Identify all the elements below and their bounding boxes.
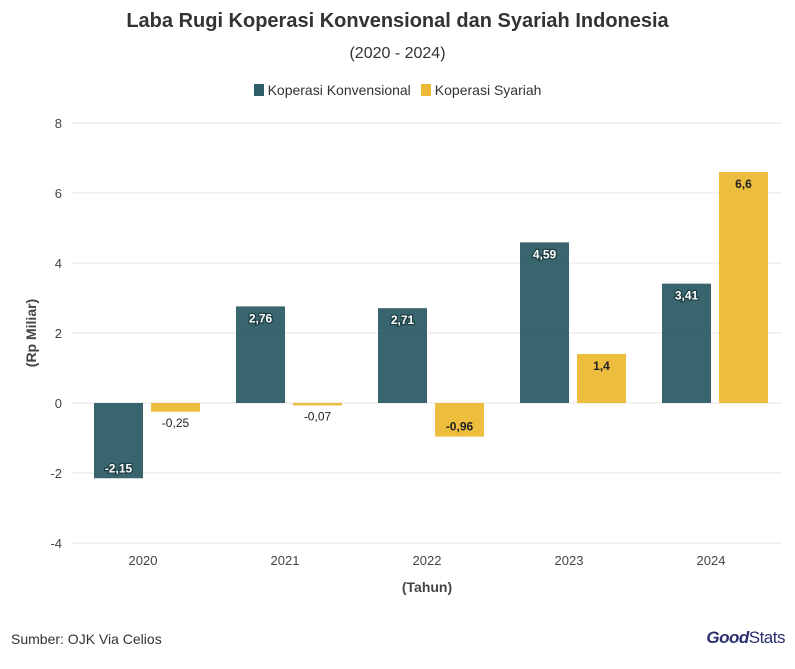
data-label: -0,96	[446, 420, 474, 434]
bar-syariah	[151, 403, 200, 412]
data-label: 3,41	[675, 289, 699, 303]
y-tick-label: 4	[55, 256, 62, 271]
bar-konvensional	[662, 283, 711, 403]
legend-item-konvensional[interactable]: Koperasi Konvensional	[253, 82, 411, 98]
y-tick-label: 0	[55, 396, 62, 411]
data-label: 4,59	[533, 247, 557, 261]
chart-subtitle: (2020 - 2024)	[349, 45, 446, 62]
brand-good: Good	[706, 628, 749, 647]
source-note: Sumber: OJK Via Celios	[11, 631, 162, 647]
legend-swatch-konvensional	[253, 84, 264, 96]
data-label: 2,71	[391, 313, 415, 327]
brand-stats: Stats	[748, 628, 786, 647]
y-tick-label: -2	[50, 466, 62, 481]
goodstats-logo: GoodStats	[706, 628, 785, 648]
x-tick-label: 2023	[555, 553, 584, 568]
data-label: -0,25	[162, 416, 190, 430]
x-axis-title: (Tahun)	[402, 579, 452, 595]
y-tick-label: -4	[50, 536, 62, 551]
legend-item-syariah[interactable]: Koperasi Syariah	[420, 82, 542, 98]
chart-title: Laba Rugi Koperasi Konvensional dan Syar…	[126, 10, 669, 32]
bar-syariah	[293, 403, 342, 406]
data-label: 1,4	[593, 359, 610, 373]
data-label: 2,76	[249, 311, 273, 325]
bar-syariah	[719, 172, 768, 403]
x-tick-label: 2022	[413, 553, 442, 568]
legend-label-konvensional: Koperasi Konvensional	[267, 82, 411, 98]
bar-syariah	[435, 403, 484, 437]
x-tick-label: 2024	[697, 553, 726, 568]
bar-syariah	[577, 354, 626, 403]
data-label: -2,15	[105, 461, 133, 475]
y-tick-label: 8	[55, 116, 62, 131]
x-tick-label: 2021	[271, 553, 300, 568]
chart-legend: Koperasi Konvensional Koperasi Syariah	[0, 82, 795, 98]
bar-konvensional	[520, 242, 569, 403]
y-tick-label: 2	[55, 326, 62, 341]
y-axis-title: (Rp Miliar)	[23, 299, 39, 367]
bar-konvensional	[378, 308, 427, 403]
bar-konvensional	[94, 403, 143, 479]
data-label: 6,6	[735, 177, 752, 191]
x-tick-label: 2020	[129, 553, 158, 568]
bar-konvensional	[236, 306, 285, 403]
y-tick-label: 6	[55, 186, 62, 201]
legend-label-syariah: Koperasi Syariah	[434, 82, 542, 98]
legend-swatch-syariah	[420, 84, 431, 96]
data-label: -0,07	[304, 409, 332, 423]
